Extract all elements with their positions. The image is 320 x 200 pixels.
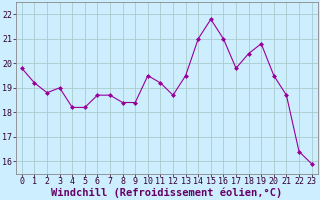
X-axis label: Windchill (Refroidissement éolien,°C): Windchill (Refroidissement éolien,°C) <box>51 187 282 198</box>
